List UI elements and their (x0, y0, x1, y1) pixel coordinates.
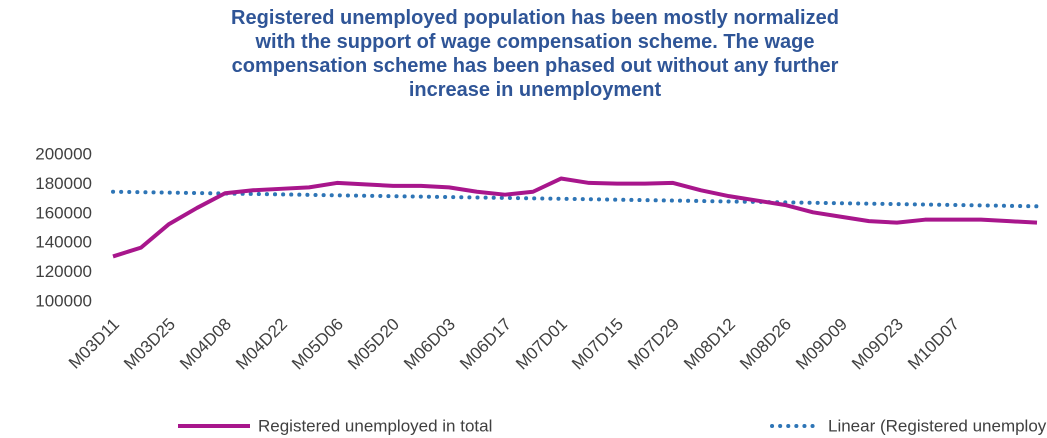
series-line (111, 189, 1039, 209)
y-tick-label: 200000 (35, 144, 92, 163)
y-tick-label: 120000 (35, 262, 92, 281)
x-tick-label: M03D11 (65, 315, 123, 373)
chart-title: Registered unemployed population has bee… (231, 7, 839, 101)
legend-label: Linear (Registered unemployed in total) (828, 416, 1047, 435)
y-tick-label: 100000 (35, 291, 92, 310)
y-tick-label: 180000 (35, 174, 92, 193)
x-tick-label: M04D08 (176, 315, 235, 374)
x-tick-label: M09D23 (848, 315, 907, 374)
x-tick-label: M05D06 (288, 315, 347, 374)
x-tick-label: M08D12 (680, 315, 739, 374)
x-tick-label: M06D03 (400, 315, 459, 374)
series-line (112, 176, 1038, 259)
legend-label: Registered unemployed in total (258, 416, 492, 435)
y-tick-label: 160000 (35, 203, 92, 222)
x-tick-label: M06D17 (456, 315, 515, 374)
x-tick-label: M07D29 (624, 315, 683, 374)
x-tick-label: M05D20 (344, 315, 403, 374)
x-tick-label: M07D01 (512, 315, 571, 374)
x-tick-label: M10D07 (904, 315, 963, 374)
x-tick-label: M03D25 (120, 315, 179, 374)
x-tick-label: M08D26 (736, 315, 795, 374)
x-tick-label: M09D09 (792, 315, 851, 374)
y-tick-label: 140000 (35, 233, 92, 252)
x-tick-label: M04D22 (232, 315, 291, 374)
x-tick-label: M07D15 (568, 315, 627, 374)
